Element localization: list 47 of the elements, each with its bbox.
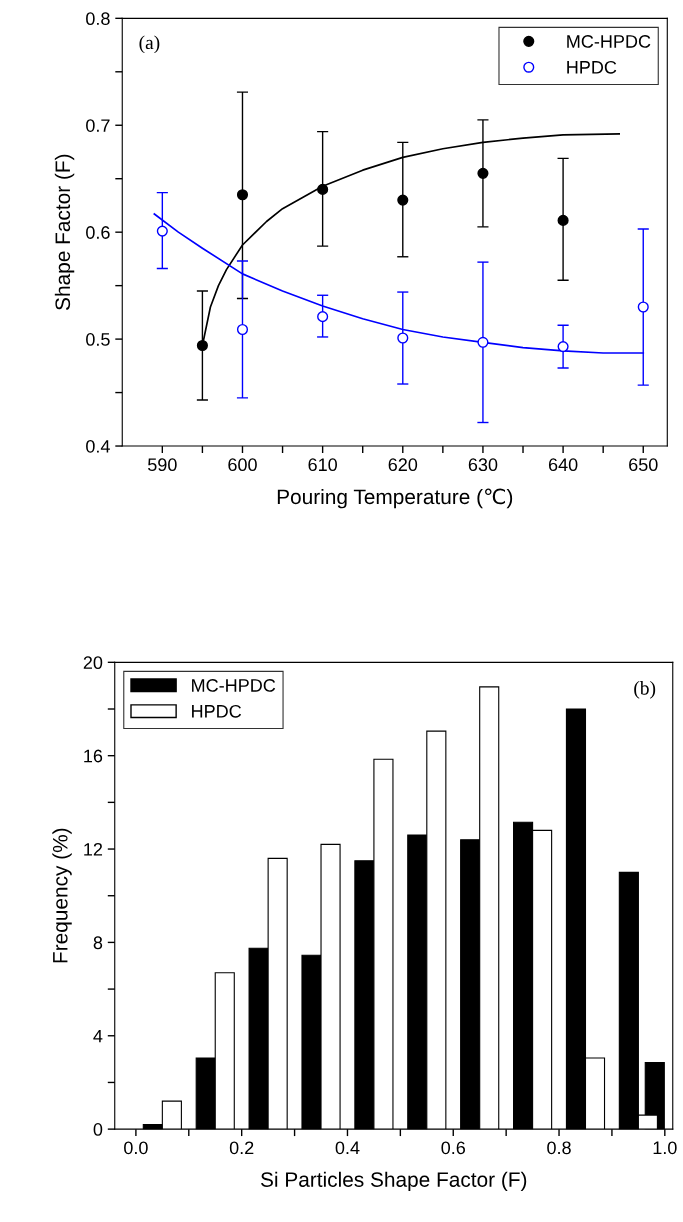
x-tick-label: 0.6 xyxy=(441,1141,466,1155)
point xyxy=(317,183,329,195)
point xyxy=(397,194,409,206)
y-tick-label: 16 xyxy=(84,749,103,763)
y-tick-label: 0.4 xyxy=(86,439,110,453)
legend-label: MC-HPDC xyxy=(567,35,651,48)
y-axis-title: Shape Factor (F) xyxy=(54,154,75,310)
x-tick-label: 650 xyxy=(629,458,658,472)
point xyxy=(236,189,249,201)
y-tick-label: 4 xyxy=(93,1029,103,1043)
x-tick-label: 620 xyxy=(388,458,418,472)
annotation: (a) xyxy=(139,35,160,54)
point xyxy=(156,225,168,237)
point xyxy=(196,339,208,352)
point xyxy=(317,311,329,323)
x-tick-label: 640 xyxy=(548,458,578,472)
point xyxy=(477,167,489,179)
legend-label: MC-HPDC xyxy=(192,679,276,692)
y-axis-title: Frequency (%) xyxy=(52,828,72,963)
y-tick-label: 0.6 xyxy=(86,226,110,239)
annotation: (b) xyxy=(634,681,656,699)
y-tick-label: 20 xyxy=(83,656,103,670)
point xyxy=(557,341,569,353)
y-tick-label: 0.7 xyxy=(86,119,110,132)
x-tick-label: 630 xyxy=(468,458,498,472)
x-tick-label: 590 xyxy=(147,458,177,472)
y-tick-label: 8 xyxy=(93,936,103,950)
y-tick-label: 12 xyxy=(84,842,103,856)
point xyxy=(236,323,249,336)
x-tick-label: 0.4 xyxy=(335,1141,360,1155)
x-tick-label: 0.2 xyxy=(229,1141,254,1155)
y-tick-label: 0 xyxy=(93,1123,103,1136)
x-axis-title: Si Particles Shape Factor (F) xyxy=(260,1171,527,1192)
point xyxy=(637,301,649,313)
x-tick-label: 600 xyxy=(228,458,257,472)
legend-label: HPDC xyxy=(567,60,617,74)
y-tick-label: 0.5 xyxy=(86,333,110,346)
x-axis-title: Pouring Temperature (℃) xyxy=(277,488,513,509)
point xyxy=(557,214,569,226)
point xyxy=(397,332,409,344)
x-tick-label: 0.0 xyxy=(124,1141,148,1155)
point xyxy=(477,336,489,348)
x-tick-label: 1.0 xyxy=(653,1141,677,1155)
x-tick-label: 0.8 xyxy=(547,1141,571,1155)
legend-label: HPDC xyxy=(192,704,242,718)
y-tick-label: 0.8 xyxy=(86,12,110,26)
x-tick-label: 610 xyxy=(308,458,337,472)
